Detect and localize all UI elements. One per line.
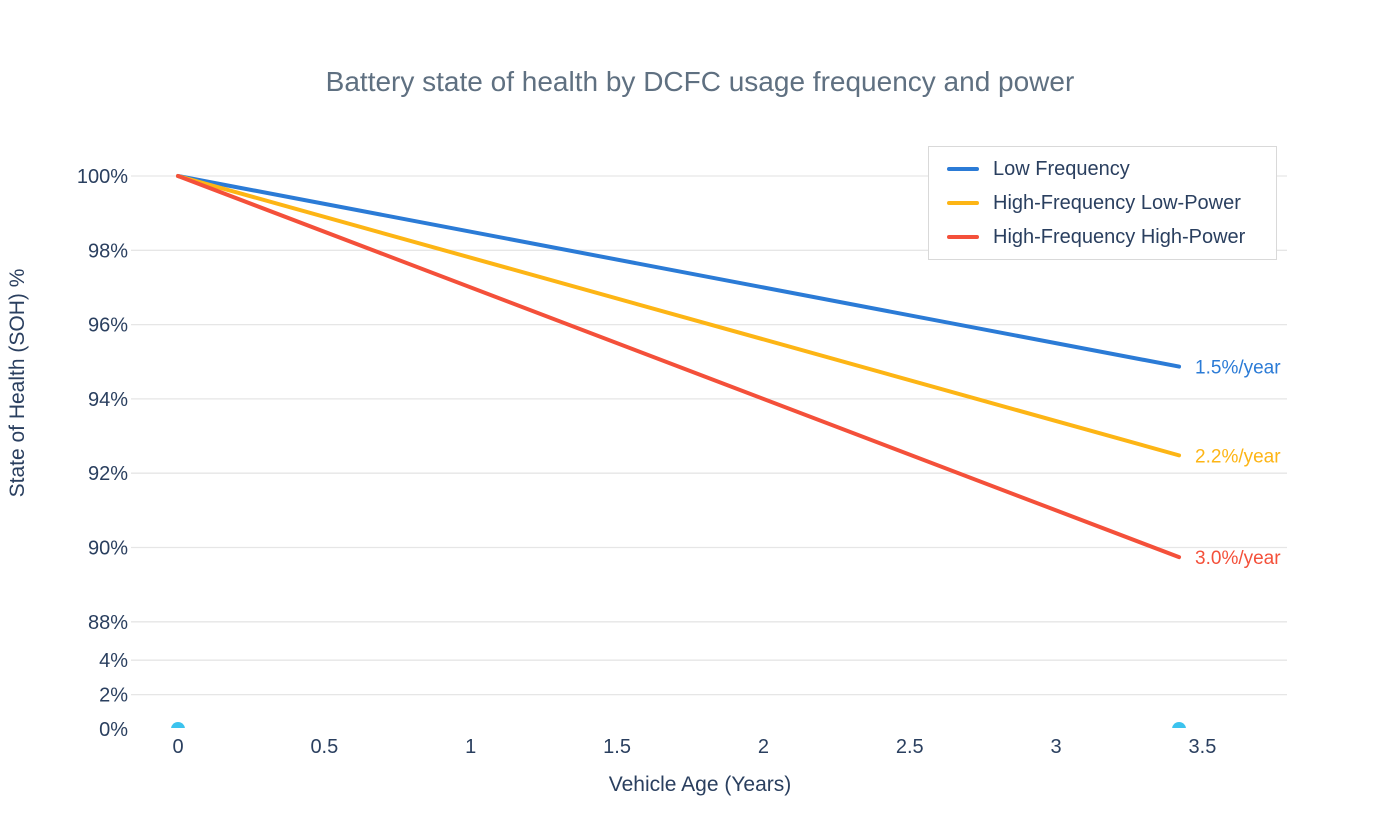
legend-label-low-frequency: Low Frequency [993, 157, 1130, 180]
x-tick-label: 2 [758, 736, 769, 758]
legend-label-high-frequency-low-power: High-Frequency Low-Power [993, 191, 1241, 214]
legend-swatch-low-frequency [947, 167, 979, 171]
x-tick-label: 3.5 [1189, 736, 1217, 758]
series-annotation-high-frequency-high-power: 3.0%/year [1195, 548, 1281, 569]
y-tick-label: 88% [88, 612, 128, 634]
x-tick-label: 2.5 [896, 736, 924, 758]
y-tick-label: 4% [99, 650, 128, 672]
legend-item-low-frequency[interactable]: Low Frequency [929, 152, 1276, 186]
x-tick-label: 1 [465, 736, 476, 758]
legend-item-high-frequency-low-power[interactable]: High-Frequency Low-Power [929, 186, 1276, 220]
x-tick-label: 0 [172, 736, 183, 758]
y-tick-label: 92% [88, 463, 128, 485]
legend-label-high-frequency-high-power: High-Frequency High-Power [993, 225, 1246, 248]
legend-item-high-frequency-high-power[interactable]: High-Frequency High-Power [929, 220, 1276, 254]
series-annotation-high-frequency-low-power: 2.2%/year [1195, 446, 1281, 467]
legend: Low Frequency High-Frequency Low-Power Hig… [928, 146, 1277, 260]
y-tick-label: 0% [99, 719, 128, 741]
y-tick-label: 2% [99, 685, 128, 707]
legend-swatch-high-frequency-high-power [947, 235, 979, 239]
series-annotation-low-frequency: 1.5%/year [1195, 358, 1281, 379]
x-tick-label: 1.5 [603, 736, 631, 758]
series-line-high-frequency-low-power[interactable] [176, 174, 1182, 458]
scatter-marker[interactable] [1172, 722, 1186, 736]
y-tick-label: 96% [88, 315, 128, 337]
y-tick-label: 94% [88, 389, 128, 411]
scatter-marker[interactable] [171, 722, 185, 736]
legend-swatch-high-frequency-low-power [947, 201, 979, 205]
x-axis-title: Vehicle Age (Years) [608, 773, 792, 796]
series-line-high-frequency-high-power[interactable] [176, 174, 1182, 560]
x-tick-label: 0.5 [310, 736, 338, 758]
y-tick-label: 90% [88, 538, 128, 560]
chart-title: Battery state of health by DCFC usage fr… [325, 66, 1075, 97]
y-tick-label: 98% [88, 240, 128, 262]
series-line-low-frequency[interactable] [176, 174, 1182, 369]
y-tick-label: 100% [77, 166, 128, 188]
x-tick-label: 3 [1051, 736, 1062, 758]
